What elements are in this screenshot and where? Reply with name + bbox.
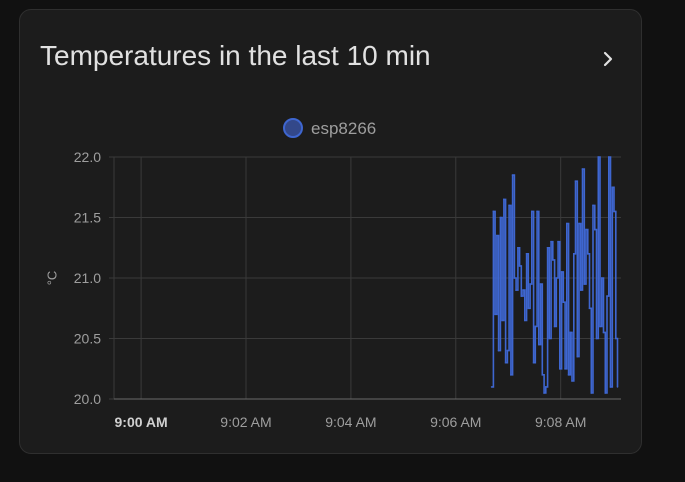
data-point[interactable] bbox=[513, 277, 516, 279]
data-point[interactable] bbox=[590, 392, 593, 394]
y-tick-label: 20.5 bbox=[74, 331, 101, 347]
data-point[interactable] bbox=[560, 271, 563, 273]
data-point[interactable] bbox=[604, 392, 607, 394]
data-point[interactable] bbox=[616, 386, 619, 388]
x-tick-label: 9:04 AM bbox=[325, 414, 376, 430]
data-point[interactable] bbox=[571, 380, 573, 382]
legend-label-esp8266[interactable]: esp8266 bbox=[311, 119, 376, 138]
data-point[interactable] bbox=[522, 289, 524, 291]
data-point[interactable] bbox=[613, 210, 615, 213]
data-point[interactable] bbox=[517, 246, 519, 249]
y-tick-label: 22.0 bbox=[74, 149, 101, 165]
data-point[interactable] bbox=[515, 289, 517, 291]
data-point[interactable] bbox=[611, 186, 614, 189]
data-point[interactable] bbox=[597, 156, 600, 158]
data-point[interactable] bbox=[595, 337, 598, 340]
data-point[interactable] bbox=[531, 210, 533, 213]
data-point[interactable] bbox=[553, 325, 556, 328]
x-tick-label: 9:02 AM bbox=[220, 414, 271, 430]
data-point[interactable] bbox=[583, 283, 586, 285]
data-point[interactable] bbox=[555, 277, 558, 279]
data-point[interactable] bbox=[606, 295, 608, 297]
data-point[interactable] bbox=[572, 253, 575, 255]
data-point[interactable] bbox=[614, 337, 617, 340]
y-tick-label: 20.0 bbox=[74, 391, 101, 407]
data-point[interactable] bbox=[588, 307, 591, 310]
data-point[interactable] bbox=[550, 240, 552, 243]
data-point[interactable] bbox=[581, 168, 584, 170]
data-point[interactable] bbox=[539, 283, 542, 285]
data-point[interactable] bbox=[503, 198, 505, 201]
data-point[interactable] bbox=[527, 307, 530, 310]
data-point[interactable] bbox=[585, 228, 587, 231]
data-point[interactable] bbox=[545, 386, 547, 388]
data-point[interactable] bbox=[492, 210, 495, 213]
data-point[interactable] bbox=[525, 253, 528, 255]
data-point[interactable] bbox=[494, 313, 496, 316]
data-point[interactable] bbox=[579, 289, 582, 291]
data-point[interactable] bbox=[534, 325, 537, 328]
data-point[interactable] bbox=[569, 331, 572, 334]
data-point[interactable] bbox=[496, 234, 498, 237]
y-tick-label: 21.5 bbox=[74, 210, 101, 226]
series-line bbox=[491, 156, 619, 394]
data-point[interactable] bbox=[497, 349, 500, 352]
data-point[interactable] bbox=[518, 265, 521, 267]
data-point[interactable] bbox=[574, 180, 577, 182]
data-point[interactable] bbox=[524, 319, 526, 322]
data-point[interactable] bbox=[578, 222, 580, 225]
data-point[interactable] bbox=[501, 319, 503, 322]
data-point[interactable] bbox=[576, 355, 579, 358]
y-tick-label: 21.0 bbox=[74, 270, 101, 286]
chevron-right-icon bbox=[603, 51, 613, 67]
data-point[interactable] bbox=[490, 386, 493, 388]
x-tick-label: 9:06 AM bbox=[430, 414, 481, 430]
data-point[interactable] bbox=[536, 210, 538, 213]
series-esp8266 bbox=[490, 156, 619, 394]
x-tick-label: 9:08 AM bbox=[535, 414, 586, 430]
data-point[interactable] bbox=[564, 367, 566, 370]
data-point[interactable] bbox=[592, 204, 594, 207]
data-point[interactable] bbox=[600, 277, 603, 279]
data-point[interactable] bbox=[586, 253, 589, 255]
chart-legend[interactable]: esp8266 bbox=[283, 118, 376, 138]
chart-grid bbox=[113, 156, 621, 400]
data-point[interactable] bbox=[541, 374, 544, 376]
data-point[interactable] bbox=[506, 349, 509, 352]
data-point[interactable] bbox=[499, 216, 502, 219]
data-point[interactable] bbox=[532, 361, 535, 364]
x-tick-label: 9:00 AM bbox=[115, 414, 168, 430]
data-point[interactable] bbox=[593, 228, 596, 231]
data-point[interactable] bbox=[599, 325, 601, 328]
data-point[interactable] bbox=[520, 295, 523, 297]
data-point[interactable] bbox=[511, 174, 514, 176]
data-point[interactable] bbox=[557, 240, 559, 243]
data-point[interactable] bbox=[546, 246, 549, 249]
data-point[interactable] bbox=[504, 361, 507, 364]
data-point[interactable] bbox=[552, 259, 554, 261]
card-title: Temperatures in the last 10 min bbox=[40, 40, 431, 71]
legend-swatch-esp8266[interactable] bbox=[283, 118, 303, 138]
data-point[interactable] bbox=[559, 367, 561, 370]
data-point[interactable] bbox=[602, 331, 605, 334]
data-point[interactable] bbox=[538, 343, 540, 346]
data-point[interactable] bbox=[529, 283, 531, 285]
data-point[interactable] bbox=[508, 204, 510, 207]
more-info-button[interactable] bbox=[591, 42, 625, 76]
data-point[interactable] bbox=[609, 386, 612, 388]
y-axis-unit-label: °C bbox=[44, 271, 59, 286]
y-axis-ticks: 20.0 20.5 21.0 21.5 22.0 bbox=[74, 149, 114, 407]
data-point[interactable] bbox=[566, 222, 568, 225]
data-point[interactable] bbox=[543, 392, 545, 394]
data-point[interactable] bbox=[548, 337, 551, 340]
data-point[interactable] bbox=[567, 374, 570, 376]
data-point[interactable] bbox=[607, 156, 610, 158]
card-header: Temperatures in the last 10 min bbox=[20, 10, 641, 100]
data-point[interactable] bbox=[510, 374, 512, 376]
x-axis-ticks: 9:00 AM 9:02 AM 9:04 AM 9:06 AM 9:08 AM bbox=[115, 414, 587, 430]
data-point[interactable] bbox=[562, 301, 565, 304]
